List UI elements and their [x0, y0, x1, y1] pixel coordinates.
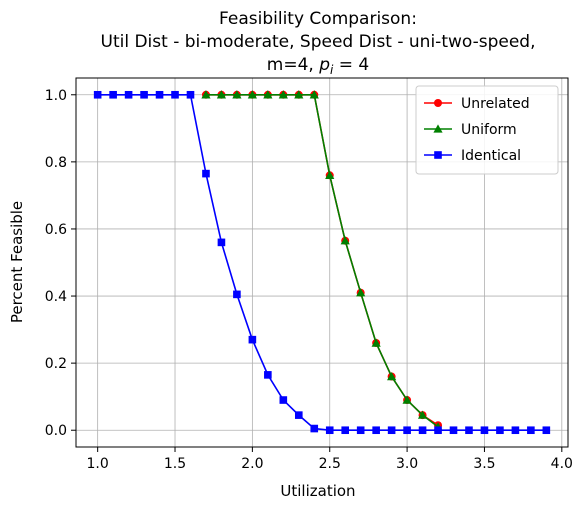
series-uniform-point [201, 90, 211, 99]
series-uniform-point [340, 236, 350, 245]
series-identical-point [325, 426, 334, 435]
series-identical-point [341, 426, 350, 435]
series-identical [93, 90, 551, 435]
series-identical-point [233, 290, 241, 299]
x-axis-ticks: 1.0 1.5 2.0 2.5 3.0 3.5 4.0 [87, 447, 573, 472]
title-var: p [318, 55, 330, 75]
series-identical-point [279, 396, 288, 404]
y-axis-ticks: 0.0 0.2 0.4 0.6 0.8 1.0 [45, 88, 76, 439]
series-identical-point [171, 90, 179, 99]
series-identical-point [434, 426, 442, 435]
legend-label-identical: Identical [461, 148, 521, 164]
series-identical-point [202, 169, 210, 178]
series-uniform-point [216, 90, 227, 99]
series-identical-point [93, 90, 102, 99]
legend-item-unrelated: Unrelated [424, 96, 530, 112]
title-suffix: = 4 [333, 55, 369, 75]
series-identical-point [542, 426, 551, 435]
chart-title-line-3: m=4, pi = 4 [267, 55, 369, 77]
series-uniform-point [263, 90, 273, 99]
series-unrelated [201, 90, 443, 430]
series-layer [93, 90, 551, 435]
legend-label-uniform: Uniform [461, 122, 517, 138]
y-axis-label: Percent Feasible [8, 201, 26, 323]
series-identical-point [186, 90, 195, 99]
series-identical-point [480, 426, 489, 435]
x-tick-label: 3.0 [396, 456, 418, 472]
series-identical-point [527, 426, 535, 435]
series-uniform [201, 90, 443, 431]
chart-title: Feasibility Comparison: Util Dist - bi-m… [101, 9, 536, 77]
series-uniform-point [309, 90, 319, 99]
y-tick-label: 0.8 [45, 155, 67, 171]
series-identical-point [217, 238, 226, 247]
legend-item-identical: Identical [424, 148, 521, 164]
series-identical-point [418, 426, 427, 435]
title-sub: i [330, 63, 334, 77]
y-tick-label: 0.2 [45, 356, 67, 372]
series-identical-point [155, 90, 164, 99]
legend: Unrelated Uniform Identical [415, 85, 559, 175]
series-identical-point [511, 426, 520, 435]
legend-label-unrelated: Unrelated [461, 96, 530, 112]
series-uniform-point [371, 338, 381, 347]
x-tick-label: 1.5 [164, 456, 186, 472]
title-prefix: m=4, [267, 55, 319, 75]
plot-frame [75, 77, 569, 448]
series-identical-point [140, 90, 148, 99]
y-tick-label: 1.0 [45, 88, 67, 104]
series-identical-point [310, 424, 319, 433]
series-uniform-point [247, 90, 257, 99]
series-uniform-point [232, 90, 242, 99]
series-uniform-point [325, 170, 335, 179]
legend-item-uniform: Uniform [424, 122, 517, 138]
series-identical-point [496, 426, 504, 435]
y-tick-label: 0.0 [45, 423, 67, 439]
series-uniform-point [387, 371, 397, 381]
series-uniform-point [356, 288, 366, 297]
series-uniform-line [205, 93, 439, 428]
series-identical-point [248, 335, 257, 344]
series-identical-point [124, 90, 133, 99]
legend-marker-uniform [433, 124, 443, 133]
series-uniform-point [294, 90, 304, 99]
x-tick-label: 1.0 [87, 456, 109, 472]
x-axis-label: Utilization [280, 482, 355, 500]
series-unrelated-line [205, 93, 439, 426]
legend-marker-identical [434, 151, 442, 159]
chart-title-line-2: Util Dist - bi-moderate, Speed Dist - un… [101, 32, 536, 52]
series-identical-point [264, 371, 272, 379]
series-uniform-point [278, 90, 288, 99]
legend-marker-unrelated [434, 99, 442, 107]
series-identical-point [356, 426, 365, 435]
series-identical-point [372, 426, 380, 435]
y-tick-label: 0.4 [45, 289, 67, 305]
series-identical-point [465, 426, 473, 435]
series-identical-point [294, 411, 303, 419]
series-identical-point [403, 426, 411, 435]
series-uniform-point [417, 410, 428, 419]
chart-title-line-1: Feasibility Comparison: [219, 9, 417, 29]
x-tick-label: 3.5 [473, 456, 495, 472]
series-identical-point [449, 426, 458, 435]
legend-box [415, 85, 559, 175]
x-tick-label: 4.0 [551, 456, 573, 472]
x-tick-label: 2.5 [319, 456, 341, 472]
series-identical-point [109, 90, 117, 99]
x-tick-label: 2.0 [241, 456, 263, 472]
y-tick-label: 0.6 [45, 222, 67, 238]
series-uniform-point [402, 395, 412, 404]
series-identical-point [387, 426, 396, 435]
